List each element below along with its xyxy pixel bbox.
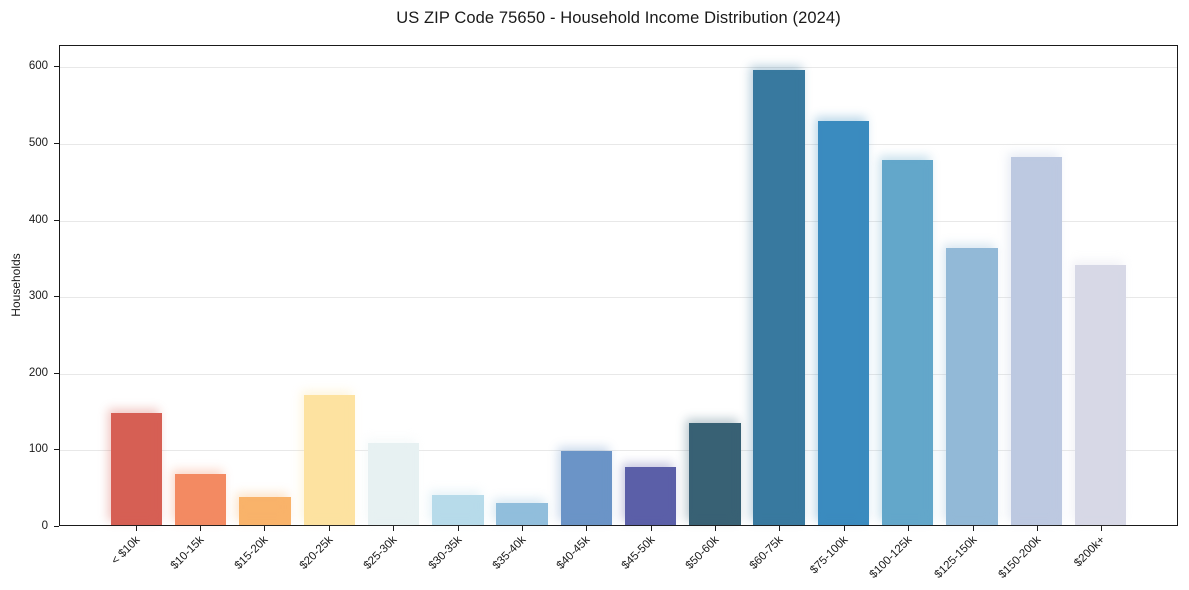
y-tick-mark-600: [54, 66, 59, 68]
x-tick-mark-13: [972, 526, 974, 531]
x-tick-label-14: $150-200k: [996, 534, 1044, 581]
y-tick-mark-200: [54, 372, 59, 374]
x-tick-mark-5: [457, 526, 459, 531]
x-tick-mark-12: [908, 526, 910, 531]
y-tick-label-500: 500: [28, 137, 48, 150]
bar-$35-40k: [496, 502, 548, 525]
bar-$50-60k: [689, 422, 741, 525]
gridline-y300: [60, 297, 1177, 299]
x-tick-label-4: $25-30k: [361, 534, 400, 572]
y-axis-label: Households: [9, 253, 23, 317]
plot-area: [59, 45, 1178, 526]
y-tick-mark-0: [54, 526, 59, 527]
x-tick-label-1: $10-15k: [168, 534, 207, 572]
y-tick-label-600: 600: [28, 60, 48, 73]
x-tick-label-13: $125-150k: [932, 534, 980, 581]
x-tick-mark-2: [264, 526, 266, 531]
y-tick-mark-300: [54, 296, 59, 298]
x-tick-label-9: $50-60k: [683, 534, 722, 572]
bar-$45-50k: [624, 467, 677, 525]
y-tick-mark-400: [54, 219, 59, 221]
x-tick-mark-0: [135, 526, 137, 531]
gridline-y600: [60, 67, 1177, 69]
x-tick-label-0: < $10k: [108, 534, 143, 568]
x-tick-mark-10: [779, 526, 781, 531]
bar-$40-45k: [560, 451, 613, 525]
bar-$10-15k: [175, 473, 227, 525]
y-tick-label-400: 400: [28, 213, 48, 226]
y-tick-mark-500: [54, 143, 59, 145]
x-tick-mark-6: [521, 526, 523, 531]
bar-$100-125k: [882, 159, 934, 525]
x-tick-label-2: $15-20k: [232, 534, 271, 572]
x-tick-mark-11: [843, 526, 845, 531]
bar-$30-35k: [432, 494, 484, 525]
y-tick-label-0: 0: [41, 520, 48, 532]
x-tick-label-5: $30-35k: [426, 534, 465, 572]
x-tick-label-3: $20-25k: [297, 534, 336, 572]
y-tick-label-100: 100: [28, 443, 48, 456]
chart-title: US ZIP Code 75650 - Household Income Dis…: [396, 9, 841, 27]
bar-$60-75k: [753, 69, 805, 525]
bar-$75-100k: [817, 120, 870, 525]
x-tick-mark-9: [715, 526, 717, 531]
x-tick-label-10: $60-75k: [748, 534, 786, 572]
x-tick-mark-3: [328, 526, 330, 531]
x-tick-mark-1: [200, 526, 201, 531]
y-tick-mark-100: [54, 449, 59, 451]
bar-$20-25k: [303, 395, 355, 525]
gridline-y200: [60, 373, 1177, 375]
x-tick-label-11: $75-100k: [807, 534, 851, 577]
bar-$25-30k: [367, 442, 420, 525]
bar-$15-20k: [239, 496, 291, 525]
x-tick-label-12: $100-125k: [867, 534, 915, 581]
gridline-y500: [60, 144, 1177, 146]
bar-< $10k: [110, 412, 163, 525]
gridline-y400: [60, 220, 1177, 222]
gridline-y100: [60, 450, 1177, 452]
x-tick-label-7: $40-45k: [554, 534, 593, 572]
x-tick-label-8: $45-50k: [619, 534, 658, 572]
x-tick-mark-7: [586, 526, 588, 531]
bar-$200k+: [1074, 264, 1127, 525]
y-tick-label-200: 200: [28, 366, 48, 379]
x-tick-mark-4: [393, 526, 395, 531]
x-tick-mark-14: [1036, 526, 1038, 531]
bar-$150-200k: [1010, 156, 1062, 525]
x-tick-mark-8: [650, 526, 652, 531]
x-tick-label-6: $35-40k: [490, 534, 529, 572]
x-tick-label-15: $200k+: [1072, 534, 1108, 570]
y-tick-label-300: 300: [28, 290, 48, 303]
x-tick-mark-15: [1101, 526, 1103, 531]
bar-$125-150k: [946, 248, 998, 525]
